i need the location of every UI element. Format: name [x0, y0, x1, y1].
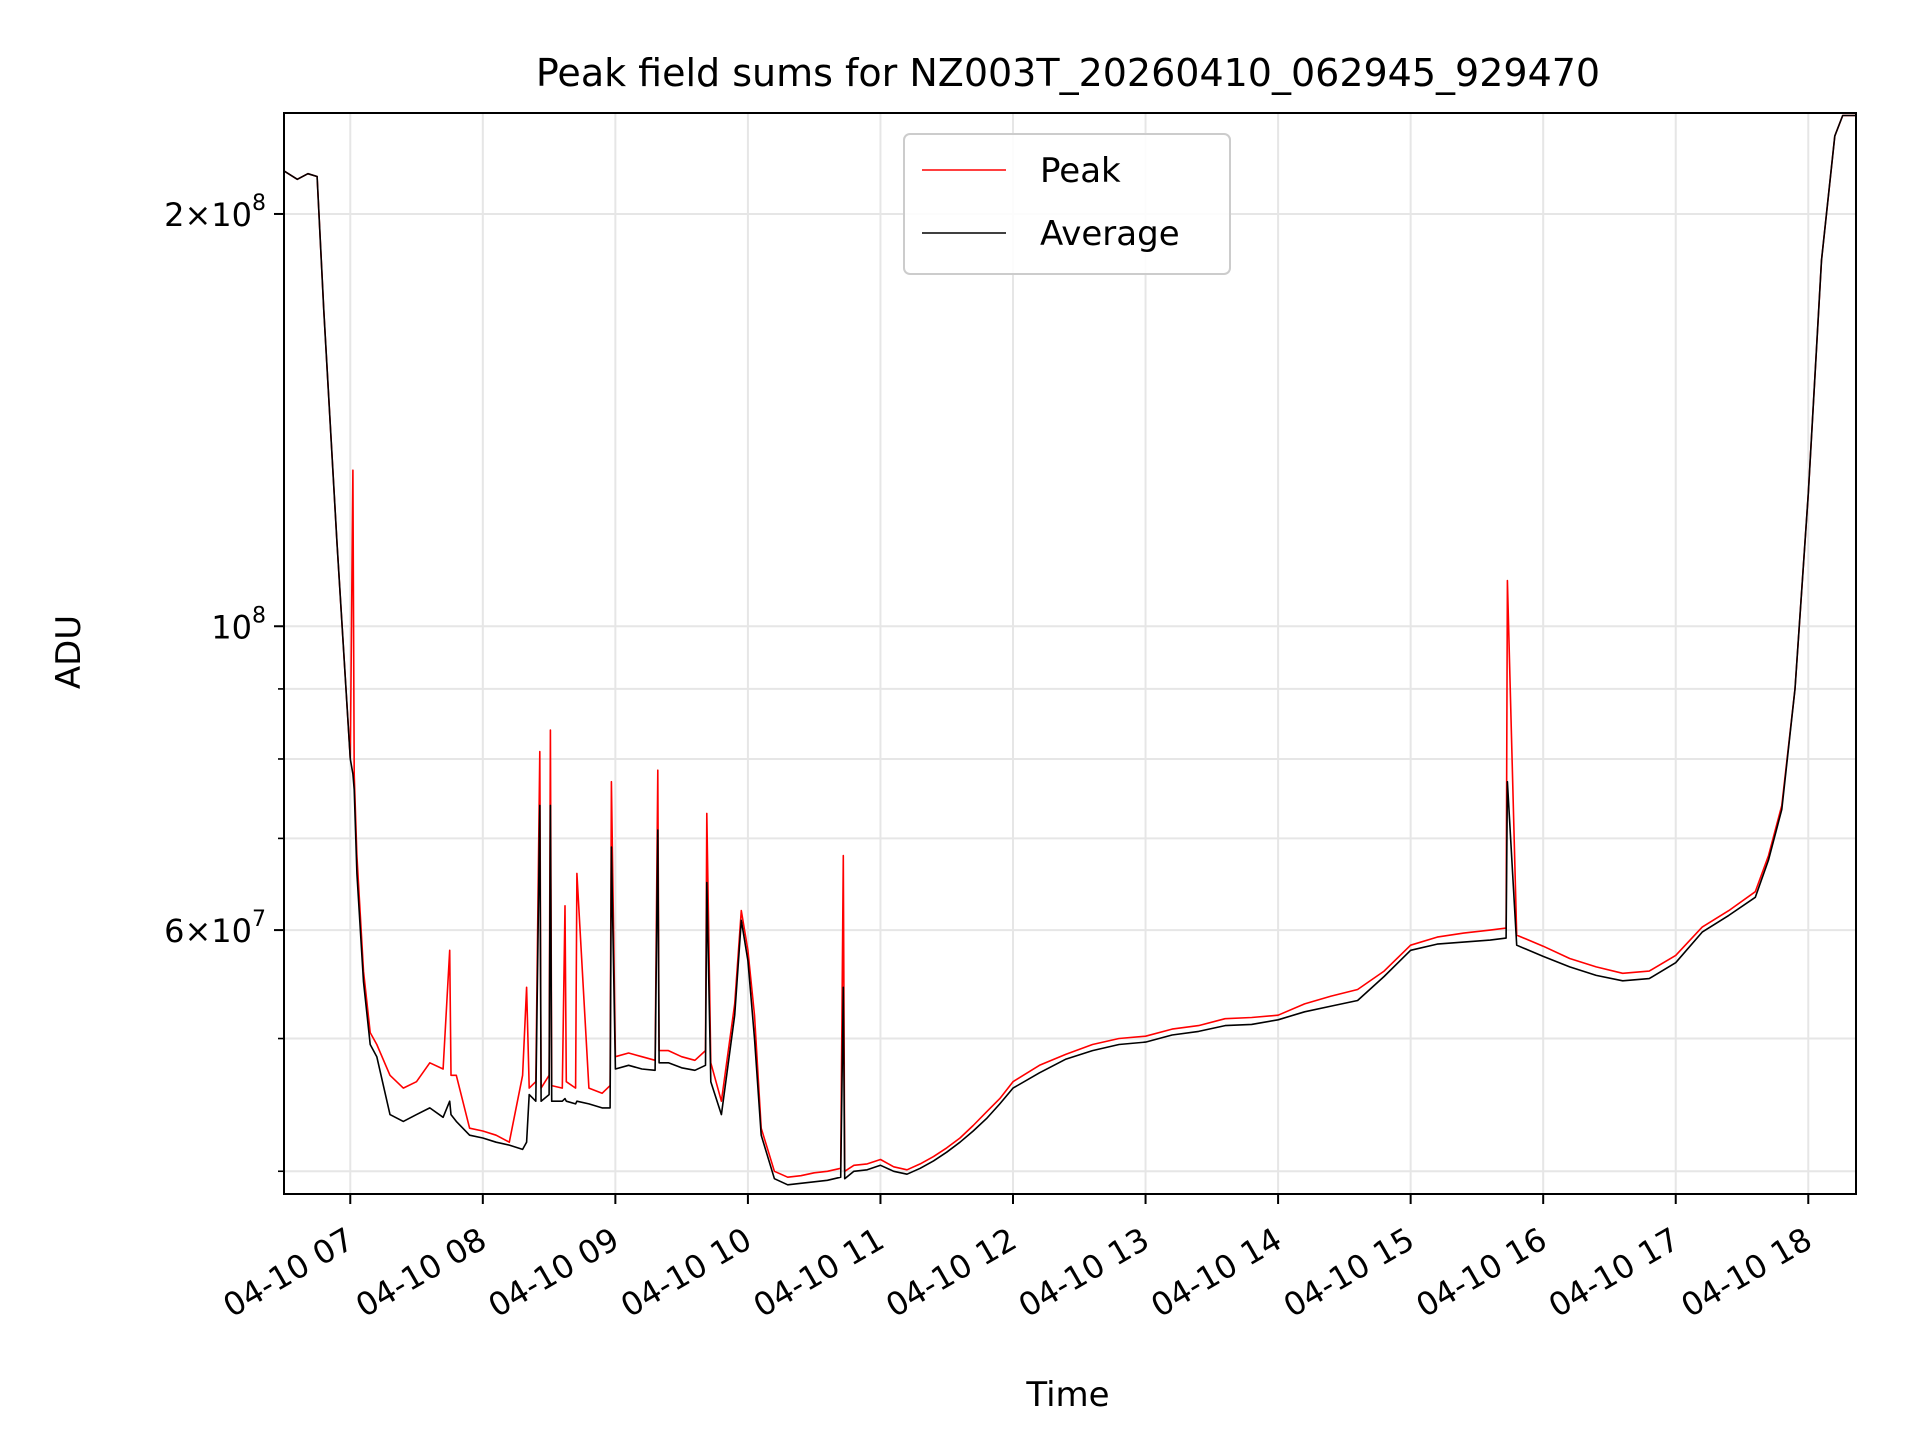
y-tick-mantissa: 2×10 [164, 196, 252, 234]
y-tick-exponent: 7 [252, 907, 266, 932]
y-axis-label: ADU [49, 615, 89, 689]
legend-label-average: Average [1040, 214, 1180, 254]
series-line-peak [284, 114, 1856, 1178]
plot-area [284, 114, 1856, 1186]
legend-label-peak: Peak [1040, 151, 1121, 191]
y-tick-label: 108 [211, 603, 266, 646]
legend: Peak Average [903, 133, 1231, 275]
legend-box [903, 133, 1231, 275]
y-tick-mantissa: 6×10 [164, 912, 252, 950]
y-tick-label: 2×108 [164, 191, 266, 234]
y-tick-exponent: 8 [252, 191, 266, 216]
axes-frame [283, 112, 1857, 1195]
y-tick-exponent: 8 [252, 603, 266, 628]
y-tick-mantissa: 10 [211, 608, 252, 646]
grid [284, 113, 1856, 1194]
y-tick-label: 6×107 [164, 907, 266, 950]
chart-title: Peak field sums for NZ003T_20260410_0629… [536, 51, 1600, 95]
series-line-average [284, 114, 1856, 1186]
x-axis-label: Time [1025, 1375, 1109, 1415]
